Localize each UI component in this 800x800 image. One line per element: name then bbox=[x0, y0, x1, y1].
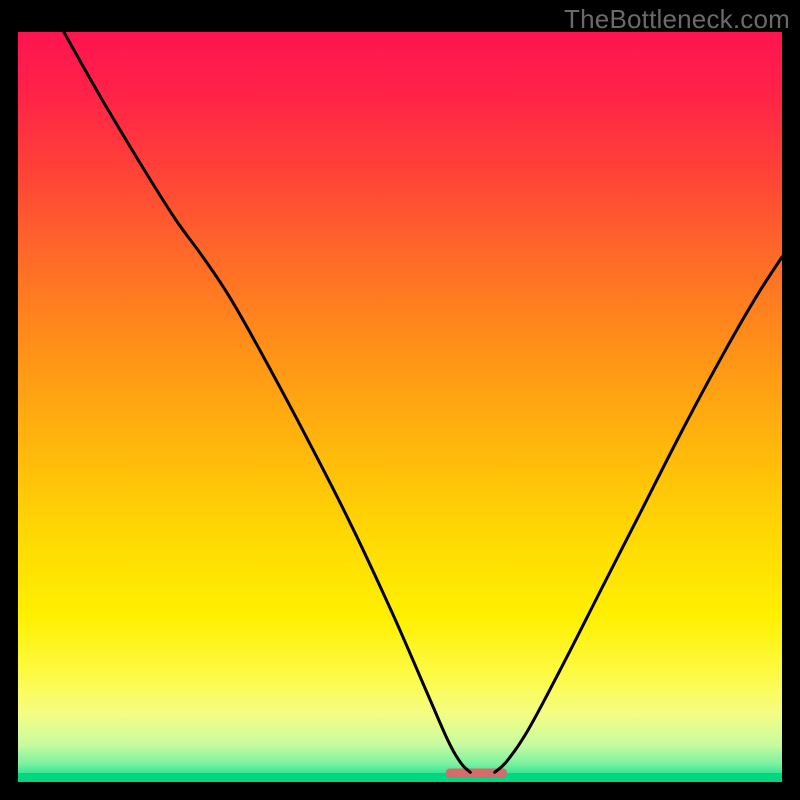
bottom-green-band bbox=[18, 773, 782, 782]
watermark-text: TheBottleneck.com bbox=[564, 4, 790, 35]
gradient-background bbox=[18, 32, 782, 782]
chart-area bbox=[18, 32, 782, 782]
chart-svg bbox=[18, 32, 782, 782]
